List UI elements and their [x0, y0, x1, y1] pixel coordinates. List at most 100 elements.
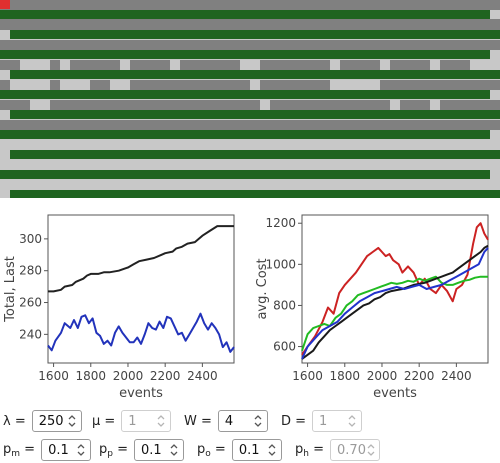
- y-axis-label: Total, Last: [3, 256, 18, 323]
- po-stepper[interactable]: 0.1: [231, 439, 282, 461]
- occupied-cell: [340, 60, 380, 70]
- po-value[interactable]: 0.1: [238, 442, 260, 458]
- avg-cost-chart: 1600 1800 2000 2200 2400 600 800 1000 1200 events…: [250, 205, 500, 405]
- free-space: [110, 80, 130, 90]
- pm-stepper[interactable]: 0.1: [41, 439, 92, 461]
- free-space: [240, 60, 260, 70]
- mu-stepper: 1: [121, 410, 172, 432]
- w-control: W = 4: [184, 410, 268, 432]
- series-line-0: [301, 222, 489, 356]
- po-label: po =: [197, 441, 226, 459]
- occupied-cell: [270, 100, 390, 110]
- po-control: po = 0.1: [197, 439, 282, 461]
- stepper-arrows-icon: [156, 413, 166, 429]
- series-line-1: [47, 312, 235, 353]
- street-band: [0, 100, 500, 110]
- free-space: [260, 100, 270, 110]
- ph-value: 0.70: [337, 442, 366, 458]
- pp-stepper[interactable]: 0.1: [134, 439, 185, 461]
- stepper-arrows-icon[interactable]: [169, 442, 179, 458]
- y-tick-label: 1000: [265, 257, 296, 271]
- x-tick-label: 2400: [187, 369, 218, 383]
- y-tick-label: 300: [19, 232, 42, 246]
- lane-strip: [10, 70, 500, 79]
- occupied-cell: [0, 120, 30, 130]
- y-tick-label: 260: [19, 296, 42, 310]
- mu-value: 1: [128, 413, 137, 429]
- free-space: [430, 60, 440, 70]
- free-space: [380, 60, 390, 70]
- w-stepper[interactable]: 4: [217, 410, 268, 432]
- free-space: [120, 140, 200, 150]
- pm-value[interactable]: 0.1: [48, 442, 69, 458]
- stepper-arrows-icon[interactable]: [253, 413, 263, 429]
- pm-label: pm =: [3, 441, 36, 459]
- series-line-0: [48, 225, 234, 293]
- pp-value[interactable]: 0.1: [141, 442, 162, 458]
- free-space: [60, 80, 90, 90]
- free-space: [120, 60, 130, 70]
- y-tick-label: 600: [273, 340, 296, 354]
- occupied-cell: [260, 60, 330, 70]
- y-axis-label: avg. Cost: [255, 258, 270, 319]
- street-band: [0, 19, 500, 30]
- x-tick-label: 2000: [113, 369, 144, 383]
- parking-simulation-grid: [0, 0, 500, 198]
- x-tick-label: 2000: [367, 369, 398, 383]
- x-tick-label: 2400: [441, 369, 472, 383]
- free-space: [430, 100, 440, 110]
- street-band: [0, 120, 500, 130]
- plot-area: [47, 214, 235, 364]
- occupied-cell: [0, 60, 20, 70]
- occupied-cell: [440, 60, 470, 70]
- pm-control: pm = 0.1: [3, 439, 92, 461]
- occupied-cell: [240, 80, 250, 90]
- series-line-1: [301, 275, 488, 352]
- lane-strip: [10, 150, 500, 159]
- d-label: D =: [281, 413, 307, 429]
- x-tick-label: 1800: [330, 369, 361, 383]
- lambda-label: λ =: [3, 413, 26, 429]
- free-space: [60, 60, 70, 70]
- total-last-chart: 1600 1800 2000 2200 2400 240 260 280 300 events To…: [0, 205, 250, 405]
- stepper-arrows-icon[interactable]: [76, 442, 86, 458]
- w-value[interactable]: 4: [224, 413, 234, 429]
- stepper-arrows-icon[interactable]: [67, 413, 77, 429]
- d-stepper: 1: [312, 410, 363, 432]
- lane-strip: [0, 90, 490, 99]
- ph-label: ph =: [295, 441, 325, 459]
- lane-strip: [0, 10, 490, 19]
- free-space: [30, 180, 120, 190]
- street-band: [0, 0, 500, 10]
- free-space: [170, 60, 180, 70]
- occupied-cell: [90, 60, 120, 70]
- free-space: [330, 180, 500, 190]
- x-tick-label: 2200: [150, 369, 181, 383]
- occupied-cell: [420, 80, 430, 90]
- x-tick-label: 2200: [404, 369, 435, 383]
- pp-label: pp =: [99, 441, 129, 459]
- free-space: [330, 60, 340, 70]
- stepper-arrows-icon: [347, 413, 357, 429]
- plot-area: [301, 214, 489, 364]
- stepper-arrows-icon[interactable]: [267, 442, 277, 458]
- free-space: [0, 180, 20, 190]
- y-tick-label: 280: [19, 264, 42, 278]
- lane-strip: [10, 190, 500, 198]
- occupied-cell: [130, 60, 170, 70]
- stepper-arrows-icon: [366, 442, 376, 458]
- d-control: D = 1: [281, 410, 363, 432]
- x-tick-label: 1600: [38, 369, 69, 383]
- x-axis-label: events: [119, 386, 163, 401]
- y-tick-label: 1200: [265, 216, 296, 230]
- lambda-value[interactable]: 250: [38, 413, 64, 429]
- free-space: [140, 180, 320, 190]
- w-label: W =: [184, 413, 212, 429]
- free-space: [470, 60, 500, 70]
- free-space: [390, 100, 400, 110]
- lambda-stepper[interactable]: 250: [31, 410, 82, 432]
- occupied-cell: [50, 80, 60, 90]
- x-tick-label: 1600: [292, 369, 323, 383]
- ph-control: ph = 0.70: [295, 439, 381, 461]
- free-space: [250, 80, 260, 90]
